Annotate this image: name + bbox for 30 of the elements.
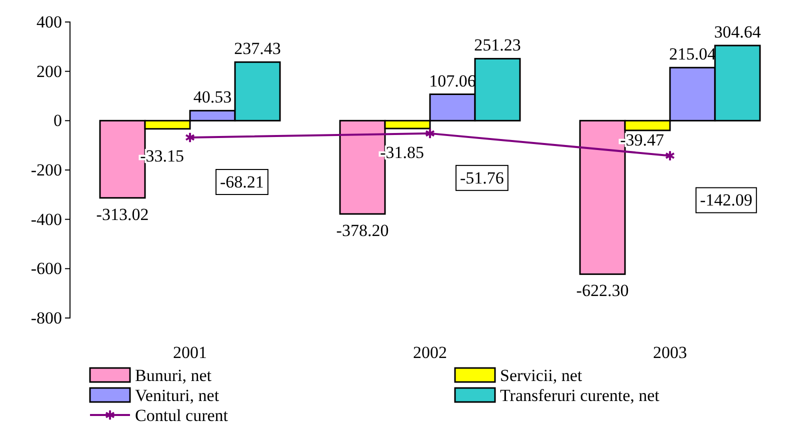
y-tick-label: -200 bbox=[30, 160, 62, 180]
legend-label: Bunuri, net bbox=[135, 366, 212, 385]
data-label: -142.09 bbox=[700, 190, 752, 210]
data-label: 251.23 bbox=[474, 36, 521, 55]
data-label: -68.21 bbox=[220, 172, 264, 192]
legend-label: Contul curent bbox=[135, 406, 228, 425]
y-tick-label: 200 bbox=[36, 62, 62, 81]
data-label: 40.53 bbox=[193, 88, 232, 107]
x-tick-label: 2001 bbox=[173, 343, 207, 362]
data-label: -622.30 bbox=[576, 281, 629, 300]
data-label: 304.64 bbox=[714, 22, 762, 42]
point bbox=[664, 150, 676, 162]
point bbox=[184, 132, 196, 144]
point bbox=[424, 128, 436, 140]
x-tick-label: 2003 bbox=[653, 343, 687, 362]
y-tick-label: -400 bbox=[30, 210, 62, 229]
y-tick-label: -600 bbox=[30, 259, 62, 278]
legend-label: Venituri, net bbox=[135, 386, 220, 405]
legend-label: Transferuri curente, net bbox=[500, 386, 660, 405]
data-label: -313.02 bbox=[96, 204, 149, 224]
data-label: 237.43 bbox=[234, 39, 281, 58]
data-label: -378.20 bbox=[336, 220, 389, 240]
y-tick-label: 0 bbox=[54, 111, 62, 130]
data-label: -51.76 bbox=[460, 168, 504, 188]
data-label: 107.06 bbox=[429, 71, 476, 90]
y-tick-label: 400 bbox=[36, 12, 62, 32]
x-tick-label: 2002 bbox=[413, 343, 447, 362]
y-tick-label: -800 bbox=[30, 308, 62, 328]
legend-label: Servicii, net bbox=[500, 366, 582, 385]
data-label: 215.04 bbox=[669, 44, 716, 64]
